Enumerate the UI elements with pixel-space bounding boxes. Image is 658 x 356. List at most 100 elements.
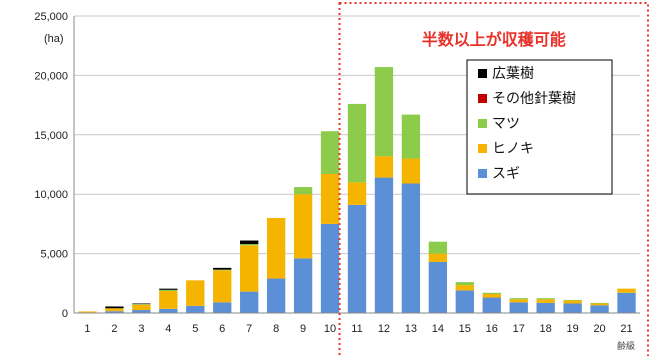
- bar-segment: [590, 303, 609, 306]
- bar-segment: [455, 290, 474, 313]
- bar-segment: [428, 261, 448, 313]
- bar-segment: [347, 182, 367, 205]
- bar-segment: [482, 292, 501, 294]
- x-tick-label: 2: [111, 323, 117, 335]
- bar-segment: [536, 299, 555, 303]
- bar-segment: [428, 241, 448, 254]
- x-tick-label: 3: [138, 323, 144, 335]
- x-tick-label: 1: [84, 323, 90, 335]
- x-tick-label: 4: [165, 323, 171, 335]
- bar-segment: [159, 291, 178, 309]
- bar-segment: [374, 156, 394, 178]
- bar-segment: [563, 300, 582, 304]
- bar-segment: [347, 103, 367, 183]
- legend-label: 広葉樹: [492, 66, 534, 82]
- x-tick-label: 12: [378, 323, 390, 335]
- bar-segment: [105, 306, 124, 309]
- bar-segment: [213, 269, 232, 271]
- x-tick-label: 18: [540, 323, 552, 335]
- y-tick-label: 0: [62, 308, 68, 320]
- bar-segment: [105, 308, 124, 312]
- bar-segment: [105, 311, 124, 313]
- x-tick-label: 9: [300, 323, 306, 335]
- y-tick-label: 20,000: [34, 70, 68, 82]
- bar-segment: [132, 304, 151, 311]
- bar-segment: [159, 288, 178, 290]
- bar-segment: [293, 194, 313, 259]
- x-tick-label: 14: [432, 323, 444, 335]
- bar-segment: [455, 282, 474, 286]
- bar-segment: [347, 204, 367, 313]
- y-tick-label: 10,000: [34, 189, 68, 201]
- legend-label: スギ: [492, 166, 520, 182]
- bar-segment: [590, 305, 609, 313]
- x-tick-label: 6: [219, 323, 225, 335]
- bar-segment: [536, 298, 555, 300]
- x-tick-label: 20: [593, 323, 605, 335]
- axes: [73, 16, 640, 314]
- bars: [78, 67, 636, 313]
- bar-segment: [293, 187, 313, 195]
- bar-segment: [563, 299, 582, 301]
- bar-segment: [266, 217, 286, 279]
- bar-segment: [240, 245, 259, 292]
- bar-segment: [374, 177, 394, 313]
- x-tick-label: 21: [620, 323, 632, 335]
- bar-segment: [563, 303, 582, 313]
- bar-segment: [213, 270, 232, 303]
- x-tick-label: 15: [459, 323, 471, 335]
- bar-segment: [401, 183, 421, 313]
- bar-segment: [482, 293, 501, 298]
- bar-segment: [401, 114, 421, 159]
- bar-segment: [132, 304, 151, 305]
- bar-segment: [293, 258, 313, 313]
- bar-segment: [240, 244, 259, 246]
- x-tick-labels: 1 2 3 4 5 6 7 8 9 10 11 12 13 14 15 16 17 18 19 20 21: [84, 323, 632, 335]
- bar-segment: [401, 158, 421, 184]
- bar-segment: [320, 223, 340, 313]
- legend-swatch: [478, 169, 487, 178]
- bar-segment: [536, 302, 555, 313]
- bar-segment: [617, 288, 636, 293]
- harvestable-region-box: [338, 2, 649, 356]
- y-tick-label: 5,000: [40, 249, 68, 261]
- y-tick-label: 25,000: [34, 11, 68, 23]
- x-tick-label: 5: [192, 323, 198, 335]
- bar-segment: [132, 303, 151, 305]
- legend-swatch: [478, 144, 487, 153]
- bar-segment: [482, 297, 501, 313]
- x-tick-label: 19: [566, 323, 578, 335]
- bar-segment: [186, 305, 205, 313]
- bar-segment: [159, 289, 178, 292]
- legend-swatch: [478, 94, 487, 103]
- x-tick-label: 13: [405, 323, 417, 335]
- y-tick-labels: 0 5,000 10,000 15,000 20,000 25,000: [34, 11, 68, 320]
- legend-swatch: [478, 69, 487, 78]
- y-axis-unit: (ha): [44, 33, 64, 45]
- x-tick-label: 7: [246, 323, 252, 335]
- bar-segment: [266, 278, 286, 313]
- x-tick-label: 11: [351, 323, 362, 335]
- bar-segment: [78, 311, 97, 313]
- bar-segment: [240, 240, 259, 245]
- harvestable-annotation: 半数以上が収穫可能: [422, 30, 566, 49]
- bar-segment: [428, 253, 448, 262]
- legend-label: マツ: [492, 116, 520, 132]
- x-tick-label: 10: [324, 323, 336, 335]
- bar-segment: [186, 280, 205, 306]
- x-axis-label: 齢級: [617, 340, 635, 352]
- bar-segment: [213, 302, 232, 313]
- bar-segment: [509, 298, 528, 300]
- bar-segment: [509, 302, 528, 313]
- legend-box: [466, 59, 613, 195]
- bar-segment: [213, 267, 232, 270]
- bar-segment: [132, 310, 151, 313]
- bar-segment: [455, 285, 474, 291]
- legend-label: ヒノキ: [492, 141, 534, 157]
- bar-segment: [320, 131, 340, 175]
- bar-segment: [374, 67, 394, 157]
- x-tick-label: 16: [486, 323, 498, 335]
- bar-segment: [509, 299, 528, 303]
